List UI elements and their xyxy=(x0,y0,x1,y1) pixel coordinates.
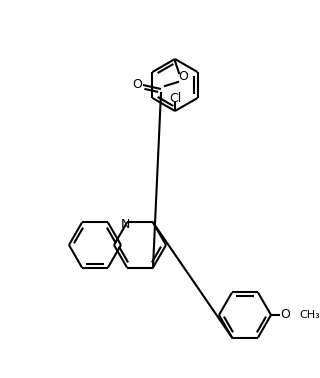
Text: CH₃: CH₃ xyxy=(299,310,320,320)
Text: O: O xyxy=(280,308,290,322)
Text: N: N xyxy=(120,218,130,231)
Text: O: O xyxy=(178,71,188,84)
Text: O: O xyxy=(132,79,142,91)
Text: Cl: Cl xyxy=(169,91,181,104)
